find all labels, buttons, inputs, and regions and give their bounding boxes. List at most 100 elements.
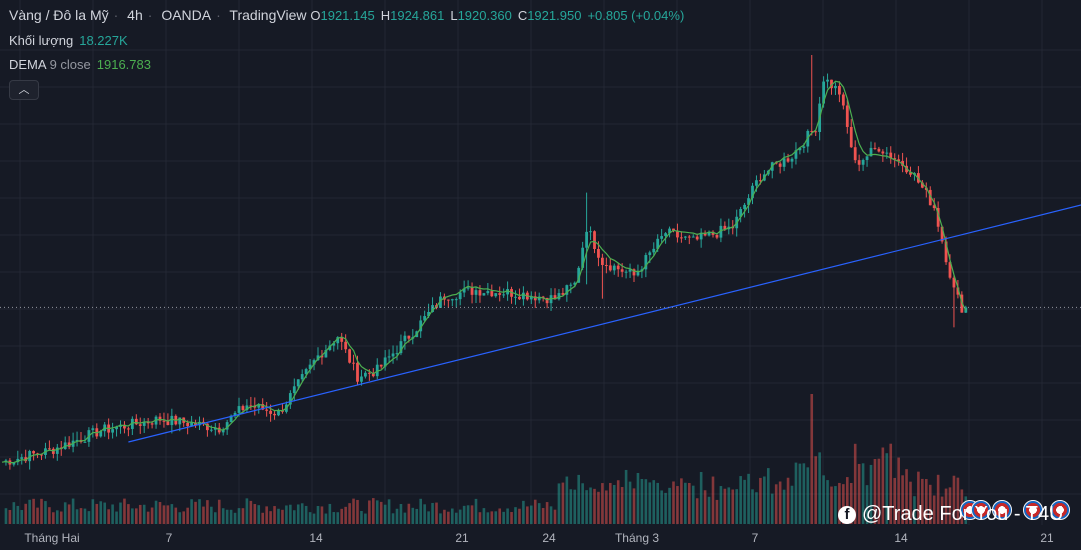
volume-bar <box>225 509 229 524</box>
volume-bar <box>846 477 849 524</box>
volume-bar <box>648 482 652 524</box>
volume-bar <box>289 504 292 524</box>
volume-bar <box>119 502 122 524</box>
volume-bar <box>87 511 91 524</box>
candle-body <box>565 285 569 295</box>
volume-bar <box>281 509 284 524</box>
candle-body <box>790 158 794 162</box>
volume-bar <box>865 485 869 524</box>
volume-bar <box>150 507 154 524</box>
volume-bar <box>743 479 746 524</box>
candle-body <box>557 293 561 300</box>
volume-bar <box>668 487 671 524</box>
volume-bar <box>336 512 340 524</box>
volume-bar <box>932 495 936 524</box>
candle-body <box>130 418 134 429</box>
candle-body <box>778 163 782 167</box>
candle-body <box>474 290 478 295</box>
volume-bar <box>462 505 466 524</box>
volume-bar <box>229 509 233 524</box>
volume-bar <box>680 478 683 524</box>
candle-body <box>652 248 656 253</box>
candle-body <box>857 160 861 165</box>
volume-bar <box>802 463 806 524</box>
volume-bar <box>123 498 126 524</box>
candle-body <box>853 147 857 161</box>
volume-bar <box>921 478 924 524</box>
volume-bar <box>936 474 940 524</box>
candle-body <box>759 180 762 182</box>
candle-body <box>494 293 498 297</box>
candle-body <box>257 404 261 408</box>
high-key: H <box>380 8 391 23</box>
candle-body <box>656 238 660 249</box>
volume-bar <box>715 499 719 524</box>
event-flag-icon[interactable] <box>1023 500 1043 520</box>
event-flag-icon[interactable] <box>992 500 1012 520</box>
candle-body <box>881 151 885 154</box>
volume-bar <box>36 507 39 524</box>
candle-body <box>683 236 687 238</box>
volume-bar <box>474 498 478 524</box>
event-flag-icon[interactable] <box>971 500 991 520</box>
volume-bar <box>695 498 699 524</box>
interval-label[interactable]: 4h <box>127 7 143 23</box>
volume-bar <box>624 469 628 524</box>
volume-bar <box>506 508 509 524</box>
x-tick: 14 <box>894 531 908 545</box>
candle-body <box>956 287 960 295</box>
volume-bar <box>214 512 217 524</box>
volume-bar <box>616 480 620 524</box>
candle-body <box>16 458 20 463</box>
volume-bar <box>601 483 604 524</box>
candle-body <box>364 372 367 377</box>
volume-bar <box>257 505 261 524</box>
volume-bar <box>944 488 948 524</box>
candle-body <box>83 441 87 443</box>
volume-bar <box>210 506 213 524</box>
candle-body <box>40 454 43 456</box>
symbol-legend[interactable]: Vàng / Đô la Mỹ · 4h · OANDA · TradingView … <box>9 7 685 23</box>
volume-bar <box>782 489 786 524</box>
symbol-name[interactable]: Vàng / Đô la Mỹ <box>9 7 109 23</box>
volume-bar <box>403 512 407 524</box>
volume-bar <box>249 500 253 524</box>
candle-body <box>569 284 573 286</box>
volume-bar <box>770 493 774 524</box>
collapse-legend-button[interactable]: ︿ <box>9 80 39 100</box>
candle-body <box>162 420 166 422</box>
candle-body <box>834 85 837 89</box>
volume-bar <box>826 480 829 524</box>
candle-body <box>668 228 671 234</box>
candle-body <box>123 424 126 429</box>
candle-body <box>328 345 332 350</box>
candle-body <box>928 189 932 206</box>
candle-body <box>798 147 802 151</box>
event-flag-icon[interactable] <box>1050 500 1070 520</box>
change-value: +0.805 (+0.04%) <box>587 8 685 23</box>
volume-bar <box>439 513 442 524</box>
candle-body <box>841 94 845 106</box>
candle-body <box>687 236 691 238</box>
dema-legend[interactable]: DEMA 9 close 1916.783 <box>9 57 151 72</box>
volume-bar <box>360 510 363 524</box>
x-tick: 24 <box>542 531 556 545</box>
volume-bar <box>277 508 280 524</box>
volume-bar <box>95 503 99 524</box>
volume-legend[interactable]: Khối lượng 18.227K <box>9 33 128 48</box>
volume-bar <box>352 498 355 524</box>
candle-body <box>861 159 865 165</box>
volume-bar <box>48 507 51 524</box>
volume-bar <box>672 481 675 524</box>
facebook-icon: f <box>838 505 856 524</box>
exchange-label: OANDA <box>161 7 212 23</box>
volume-bar <box>786 477 790 524</box>
volume-bar <box>478 512 482 524</box>
volume-bar <box>265 506 268 524</box>
candle-body <box>186 422 190 427</box>
candle-body <box>802 146 806 148</box>
candle-body <box>719 225 723 238</box>
close-key: C <box>517 8 528 23</box>
volume-bar <box>190 499 193 524</box>
